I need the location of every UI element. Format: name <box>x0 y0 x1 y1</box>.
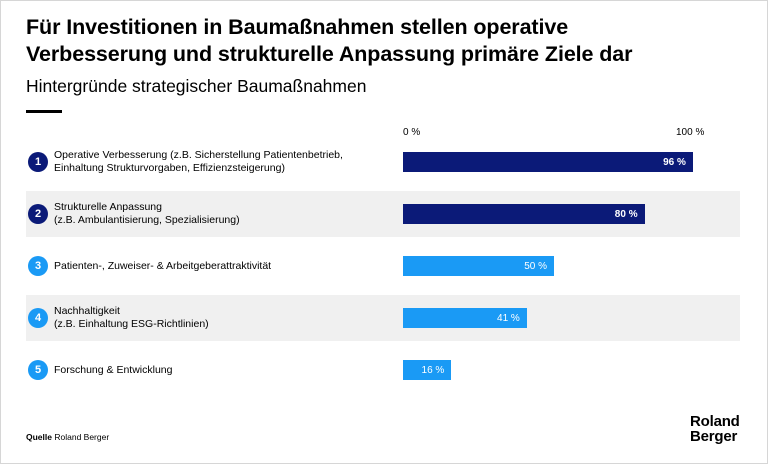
roland-berger-logo: Roland Berger <box>690 414 740 444</box>
category-label: Strukturelle Anpassung (z.B. Ambulantisie… <box>54 191 394 237</box>
title-line-2: Verbesserung und strukturelle Anpassung … <box>26 42 633 66</box>
category-label-line: (z.B. Ambulantisierung, Spezialisierung) <box>54 214 240 226</box>
chart-row: 3 Patienten-, Zuweiser- & Arbeitgeberattr… <box>26 243 740 289</box>
logo-line-1: Roland <box>690 413 740 430</box>
chart-row: 1 Operative Verbesserung (z.B. Sicherstel… <box>26 139 740 185</box>
source-note: Quelle Roland Berger <box>26 432 109 442</box>
category-label-line: Einhaltung Strukturvorgaben, Effizienzst… <box>54 162 285 174</box>
axis-tick-0: 0 % <box>403 127 421 138</box>
chart-bar: 41 % <box>403 308 527 328</box>
bar-value-label: 16 % <box>421 364 445 376</box>
category-label: Patienten-, Zuweiser- & Arbeitgeberattra… <box>54 243 394 289</box>
chart-bar: 16 % <box>403 360 452 380</box>
category-label-line: (z.B. Einhaltung ESG-Richtlinien) <box>54 318 209 330</box>
chart-row: 5 Forschung & Entwicklung <box>26 347 740 393</box>
row-number-badge: 4 <box>28 308 48 328</box>
row-number-badge: 1 <box>28 152 48 172</box>
row-number-badge: 3 <box>28 256 48 276</box>
category-label-line: Patienten-, Zuweiser- & Arbeitgeberattra… <box>54 259 272 272</box>
bar-value-label: 41 % <box>497 312 520 324</box>
row-number-badge: 2 <box>28 204 48 224</box>
chart-bar: 50 % <box>403 256 554 276</box>
category-label-line: Forschung & Entwicklung <box>54 363 173 376</box>
row-number-badge: 5 <box>28 360 48 380</box>
bar-value-label: 50 % <box>524 260 547 272</box>
category-label-line: Nachhaltigkeit <box>54 305 120 317</box>
bar-value-label: 80 % <box>614 208 638 220</box>
chart-title: Für Investitionen in Baumaßnahmen stelle… <box>26 14 746 68</box>
chart-subtitle: Hintergründe strategischer Baumaßnahmen <box>26 76 367 96</box>
title-line-1: Für Investitionen in Baumaßnahmen stelle… <box>26 15 569 39</box>
category-label-line: Operative Verbesserung (z.B. Sicherstell… <box>54 149 343 161</box>
axis-tick-100: 100 % <box>676 127 705 138</box>
category-label: Forschung & Entwicklung <box>54 347 394 393</box>
chart-bar: 96 % <box>403 152 693 172</box>
bar-value-label: 96 % <box>663 156 686 168</box>
category-label-line: Strukturelle Anpassung <box>54 201 162 213</box>
source-value: Roland Berger <box>54 432 110 442</box>
category-label: Operative Verbesserung (z.B. Sicherstell… <box>54 139 394 185</box>
chart-row: 4 Nachhaltigkeit (z.B. Einhaltung ESG-Rich… <box>26 295 740 341</box>
chart-bar: 80 % <box>403 204 645 224</box>
logo-line-2: Berger <box>690 428 738 445</box>
title-divider <box>26 110 62 113</box>
category-label: Nachhaltigkeit (z.B. Einhaltung ESG-Richt… <box>54 295 394 341</box>
source-label: Quelle <box>26 432 52 442</box>
